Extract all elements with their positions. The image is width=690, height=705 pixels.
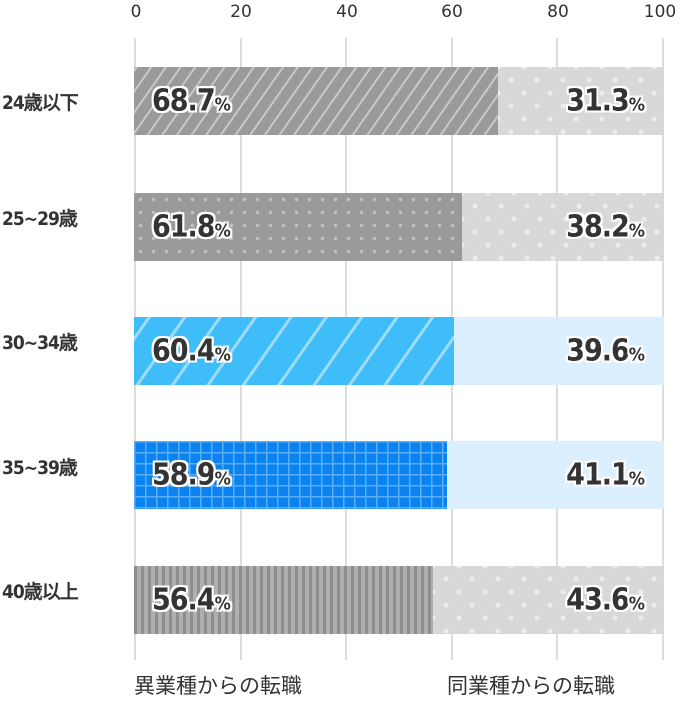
bar-segment-different-industry (134, 441, 447, 509)
bar-segment-different-industry (134, 193, 462, 261)
value-label-right: 41.1% (566, 457, 645, 493)
row-label: 24歳以下 (2, 92, 79, 114)
bar-row: 68.7% 31.3% (134, 67, 664, 135)
x-tick: 0 (130, 2, 142, 22)
value-label-left: 61.8% (152, 209, 231, 245)
value-label-left: 58.9% (152, 457, 231, 493)
row-label: 35~39歳 (2, 457, 78, 479)
value-label-left: 60.4% (152, 333, 231, 369)
bar-segment-different-industry (134, 566, 433, 634)
value-label-right: 31.3% (566, 83, 645, 119)
value-label-right: 38.2% (566, 209, 645, 245)
row-label: 25~29歳 (2, 208, 78, 230)
bar-segment-different-industry (134, 67, 498, 135)
value-label-right: 39.6% (566, 333, 645, 369)
value-label-right: 43.6% (566, 582, 645, 618)
x-tick: 80 (547, 2, 569, 22)
x-tick: 40 (336, 2, 358, 22)
value-label-left: 56.4% (152, 582, 231, 618)
legend-same-industry: 同業種からの転職 (447, 674, 615, 698)
bar-segment-different-industry (134, 317, 454, 385)
bar-row: 58.9% 41.1% (134, 441, 664, 509)
legend-different-industry: 異業種からの転職 (134, 674, 302, 698)
bar-segment-same-industry (433, 566, 664, 634)
bar-row: 60.4% 39.6% (134, 317, 664, 385)
bar-segment-same-industry (454, 317, 664, 385)
value-label-left: 68.7% (152, 83, 231, 119)
bar-row: 61.8% 38.2% (134, 193, 664, 261)
x-tick: 100 (643, 2, 677, 22)
x-tick: 20 (230, 2, 252, 22)
row-label: 30~34歳 (2, 332, 78, 354)
row-label: 40歳以上 (2, 581, 79, 603)
bar-segment-same-industry (498, 67, 664, 135)
bar-segment-same-industry (447, 441, 664, 509)
bar-row: 56.4% 43.6% (134, 566, 664, 634)
bar-segment-same-industry (462, 193, 664, 261)
x-tick: 60 (441, 2, 463, 22)
